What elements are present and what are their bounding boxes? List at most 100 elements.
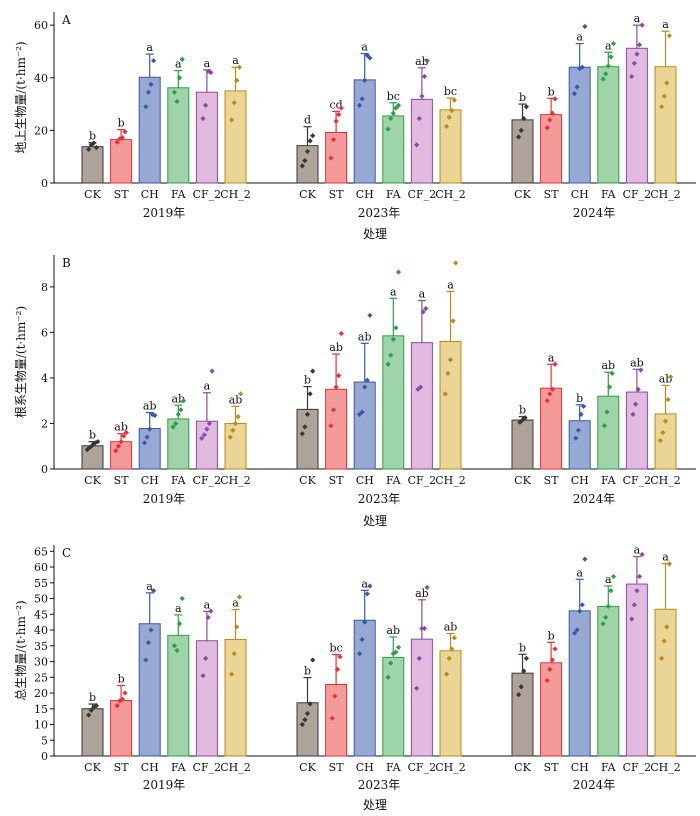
significance-letter: a — [662, 551, 669, 564]
data-point — [151, 588, 157, 594]
data-point — [200, 115, 206, 122]
data-point — [523, 104, 529, 110]
data-point — [121, 433, 127, 439]
y-tick-label: 60 — [34, 561, 48, 574]
data-point — [395, 102, 402, 108]
data-point — [364, 377, 370, 383]
data-point — [299, 431, 305, 437]
x-tick-label: CH — [141, 761, 159, 774]
significance-letter: a — [576, 31, 583, 44]
significance-letter: a — [605, 573, 612, 586]
data-point — [416, 655, 422, 661]
significance-letter: b — [576, 392, 583, 405]
data-point — [421, 625, 428, 632]
data-point — [605, 63, 611, 69]
data-point — [86, 712, 92, 718]
x-tick-label: CF_2 — [193, 188, 222, 201]
x-tick-label: CF_2 — [193, 761, 222, 774]
data-point — [665, 396, 671, 403]
data-point — [633, 401, 639, 407]
data-point — [330, 407, 337, 413]
x-tick-label: FA — [601, 761, 617, 774]
data-point — [393, 105, 399, 111]
y-tick-label: 55 — [34, 577, 48, 590]
data-point — [143, 104, 149, 110]
data-point — [444, 123, 450, 130]
data-point — [521, 668, 527, 674]
bar-ch-2 — [654, 608, 677, 757]
data-point — [664, 80, 670, 86]
significance-letter: ab — [386, 624, 400, 637]
significance-letter: b — [304, 665, 311, 678]
data-point — [310, 133, 316, 139]
data-point — [95, 439, 101, 445]
x-tick-label: CH_2 — [650, 188, 681, 201]
data-point — [307, 701, 313, 707]
data-point — [209, 368, 215, 374]
data-point — [420, 309, 426, 315]
data-point — [173, 420, 179, 427]
bar-fa — [597, 605, 620, 757]
data-point — [123, 429, 129, 436]
group-label: 2019年 — [143, 778, 186, 792]
data-point — [393, 325, 399, 331]
data-point — [575, 427, 581, 433]
data-point — [299, 721, 305, 728]
x-tick-label: CH — [356, 188, 374, 201]
data-point — [89, 442, 96, 448]
x-tick-label: CH_2 — [220, 761, 251, 774]
x-tick-label: CK — [514, 188, 531, 201]
data-point — [605, 603, 611, 610]
data-point — [148, 81, 154, 87]
data-point — [659, 655, 665, 661]
panel-A: 0 20 40 60 A 地上生物量/(t·hm⁻²) b CK b ST a CH a FA a CF_2 a… — [14, 12, 696, 241]
data-point — [516, 134, 522, 140]
x-tick-label: CF_2 — [408, 474, 437, 487]
data-point — [304, 148, 311, 155]
significance-letter: a — [232, 597, 239, 610]
y-axis-label: 地上生物量/(t·hm⁻²) — [14, 41, 28, 153]
data-point — [518, 127, 524, 133]
significance-letter: a — [204, 57, 211, 70]
data-point — [114, 139, 120, 145]
x-tick-label: CF_2 — [623, 761, 652, 774]
significance-letter: ab — [229, 393, 243, 406]
x-tick-label: CK — [84, 761, 101, 774]
x-tick-label: CH_2 — [435, 474, 466, 487]
data-point — [629, 616, 635, 622]
data-point — [574, 84, 580, 90]
data-point — [338, 105, 344, 111]
data-point — [385, 674, 391, 680]
data-point — [573, 435, 579, 441]
data-point — [204, 426, 210, 432]
significance-letter: b — [89, 130, 96, 143]
data-point — [631, 60, 637, 66]
data-point — [302, 717, 308, 723]
significance-letter: ab — [114, 421, 128, 434]
data-point — [151, 58, 157, 64]
significance-letter: ab — [329, 341, 343, 354]
data-point — [144, 434, 150, 440]
significance-letter: ab — [630, 356, 644, 369]
x-tick-label: CH — [356, 761, 374, 774]
x-axis-label: 处理 — [363, 227, 387, 241]
data-point — [171, 643, 177, 649]
x-tick-label: FA — [386, 474, 402, 487]
significance-letter: bc — [387, 90, 400, 103]
bar-ck — [511, 419, 534, 470]
data-point — [88, 707, 94, 713]
bar-st — [110, 441, 133, 470]
data-point — [666, 33, 672, 39]
data-point — [416, 115, 422, 122]
bar-ck — [296, 702, 319, 757]
data-point — [393, 649, 399, 655]
data-point — [205, 614, 211, 621]
bar-cf-2 — [410, 638, 433, 757]
data-point — [603, 614, 609, 621]
significance-letter: a — [419, 288, 426, 301]
x-tick-label: CK — [299, 474, 316, 487]
data-point — [199, 435, 205, 441]
significance-letter: ab — [415, 587, 429, 600]
panel-B: 02468B根系生物量/(t·hm⁻²)bCKabSTabCHabFAaCF_2… — [14, 255, 696, 528]
data-point — [571, 90, 578, 97]
